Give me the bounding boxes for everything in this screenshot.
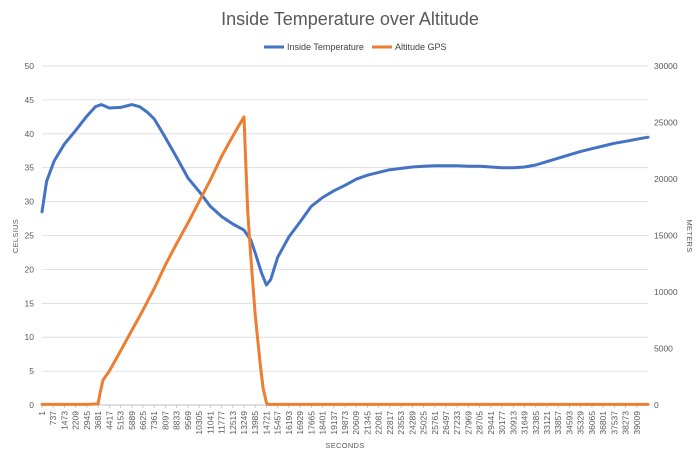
x-tick-label: 25025	[419, 411, 429, 435]
x-tick-label: 17665	[306, 411, 316, 435]
x-tick-label: 3681	[93, 411, 103, 430]
x-tick-label: 30177	[497, 411, 507, 435]
y-right-tick-label: 0	[654, 400, 659, 410]
x-tick-label: 15457	[273, 411, 283, 435]
y-left-tick-label: 35	[25, 163, 35, 173]
y-axis-left-ticks: 0 5 10 15 20 25 30 35 40 45 50	[25, 61, 35, 410]
y-left-tick-label: 40	[25, 129, 35, 139]
series-line-altitude-gps	[40, 115, 650, 406]
y-left-tick-label: 10	[25, 332, 35, 342]
x-tick-label: 33857	[553, 411, 563, 435]
x-tick-label: 13249	[239, 411, 249, 435]
x-tick-label: 10305	[194, 411, 204, 435]
y-right-tick-label: 20000	[654, 174, 678, 184]
y-left-tick-label: 45	[25, 95, 35, 105]
chart-title: Inside Temperature over Altitude	[221, 9, 479, 29]
x-tick-label: 22817	[385, 411, 395, 435]
y-left-tick-label: 30	[25, 197, 35, 207]
x-tick-label: 27969	[463, 411, 473, 435]
chart-legend: Inside Temperature Altitude GPS	[264, 42, 447, 52]
x-tick-label: 20609	[351, 411, 361, 435]
y-right-tick-label: 25000	[654, 118, 678, 128]
x-tick-label: 2945	[82, 411, 92, 430]
x-tick-label: 39009	[632, 411, 642, 435]
y-left-tick-label: 0	[29, 400, 34, 410]
x-tick-label: 26497	[441, 411, 451, 435]
y-right-tick-label: 30000	[654, 61, 678, 71]
y-axis-left-title: CELSIUS	[11, 219, 20, 253]
y-left-tick-label: 5	[29, 366, 34, 376]
x-tick-label: 34593	[564, 411, 574, 435]
x-tick-label: 29441	[486, 411, 496, 435]
x-tick-label: 18401	[318, 411, 328, 435]
x-tick-label: 36801	[598, 411, 608, 435]
x-tick-label: 9569	[183, 411, 193, 430]
x-tick-label: 7361	[149, 411, 159, 430]
x-tick-label: 27233	[452, 411, 462, 435]
x-tick-label: 4417	[104, 411, 114, 430]
y-left-tick-label: 50	[25, 61, 35, 71]
y-right-tick-label: 15000	[654, 231, 678, 241]
x-tick-label: 12513	[228, 411, 238, 435]
x-tick-label: 33121	[542, 411, 552, 435]
x-tick-label: 31649	[520, 411, 530, 435]
x-tick-label: 2209	[71, 411, 81, 430]
x-tick-label: 11041	[205, 411, 215, 434]
y-left-tick-label: 15	[25, 298, 35, 308]
y-right-tick-label: 5000	[654, 344, 673, 354]
x-tick-label: 24289	[407, 411, 417, 435]
y-axis-right-title: METERS	[685, 219, 694, 252]
x-tick-label: 1473	[59, 411, 69, 430]
x-tick-label: 5889	[127, 411, 137, 430]
x-tick-label: 21345	[362, 411, 372, 435]
x-tick-label: 5153	[116, 411, 126, 430]
x-tick-label: 6625	[138, 411, 148, 430]
series-line-inside-temperature	[40, 103, 650, 287]
y-left-tick-label: 20	[25, 264, 35, 274]
series-lines	[40, 103, 650, 406]
x-tick-label: 37537	[609, 411, 619, 435]
x-axis-title: SECONDS	[325, 441, 364, 450]
x-tick-label: 38273	[621, 411, 631, 435]
y-left-tick-label: 25	[25, 231, 35, 241]
x-tick-label: 28705	[475, 411, 485, 435]
x-tick-label: 19137	[329, 411, 339, 435]
x-tick-label: 1	[37, 411, 47, 416]
y-axis-right-ticks: 0 5000 10000 15000 20000 25000 30000	[654, 61, 678, 410]
y-right-tick-label: 10000	[654, 287, 678, 297]
legend-label-inside-temperature: Inside Temperature	[287, 42, 364, 52]
x-tick-label: 30913	[508, 411, 518, 435]
x-tick-label: 35329	[576, 411, 586, 435]
legend-label-altitude-gps: Altitude GPS	[395, 42, 447, 52]
x-tick-label: 19873	[340, 411, 350, 435]
gridlines	[42, 65, 648, 406]
x-tick-label: 36065	[587, 411, 597, 435]
x-tick-label: 16193	[284, 411, 294, 435]
x-tick-label: 22081	[374, 411, 384, 435]
x-tick-label: 737	[48, 411, 58, 425]
x-tick-label: 8097	[160, 411, 170, 430]
x-tick-label: 16929	[295, 411, 305, 435]
x-tick-label: 11777	[217, 411, 227, 434]
x-tick-label: 8833	[172, 411, 182, 430]
x-tick-label: 25761	[430, 411, 440, 435]
x-tick-label: 13985	[250, 411, 260, 435]
x-tick-label: 32385	[531, 411, 541, 435]
x-tick-label: 23553	[396, 411, 406, 435]
x-axis-ticks: 1 737 1473 2209 2945 3681 4417 5153 5889 6625 7361…	[37, 405, 642, 435]
x-tick-label: 14721	[261, 411, 271, 435]
